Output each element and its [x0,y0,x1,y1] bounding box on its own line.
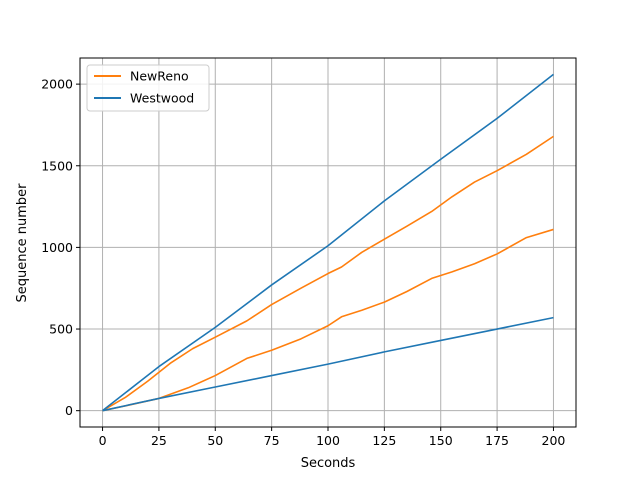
x-tick-label: 175 [485,433,509,448]
y-tick-label: 500 [49,322,73,337]
x-tick-label: 150 [429,433,453,448]
series-line-westwood-4 [102,316,554,412]
x-tick-label: 0 [99,433,107,448]
series-line-newreno-2 [102,228,554,412]
x-axis-label: Seconds [301,456,356,471]
series-line-westwood-3 [102,73,554,412]
x-tick-label: 50 [207,433,223,448]
y-tick-label: 0 [65,403,73,418]
y-tick-label: 1500 [41,158,73,173]
x-tick-label: 200 [542,433,566,448]
x-tick-label: 25 [151,433,167,448]
legend-label-westwood: Westwood [130,91,194,106]
plot-series [102,73,554,412]
legend-label-newreno: NewReno [130,69,189,84]
y-tick-label: 1000 [41,240,73,255]
x-tick-label: 75 [264,433,280,448]
y-axis-label: Sequence number [15,183,30,303]
series-line-newreno-1 [102,135,554,412]
x-tick-label: 125 [372,433,396,448]
legend: NewReno Westwood [86,64,210,112]
y-tick-label: 2000 [41,77,73,92]
x-tick-label: 100 [316,433,340,448]
